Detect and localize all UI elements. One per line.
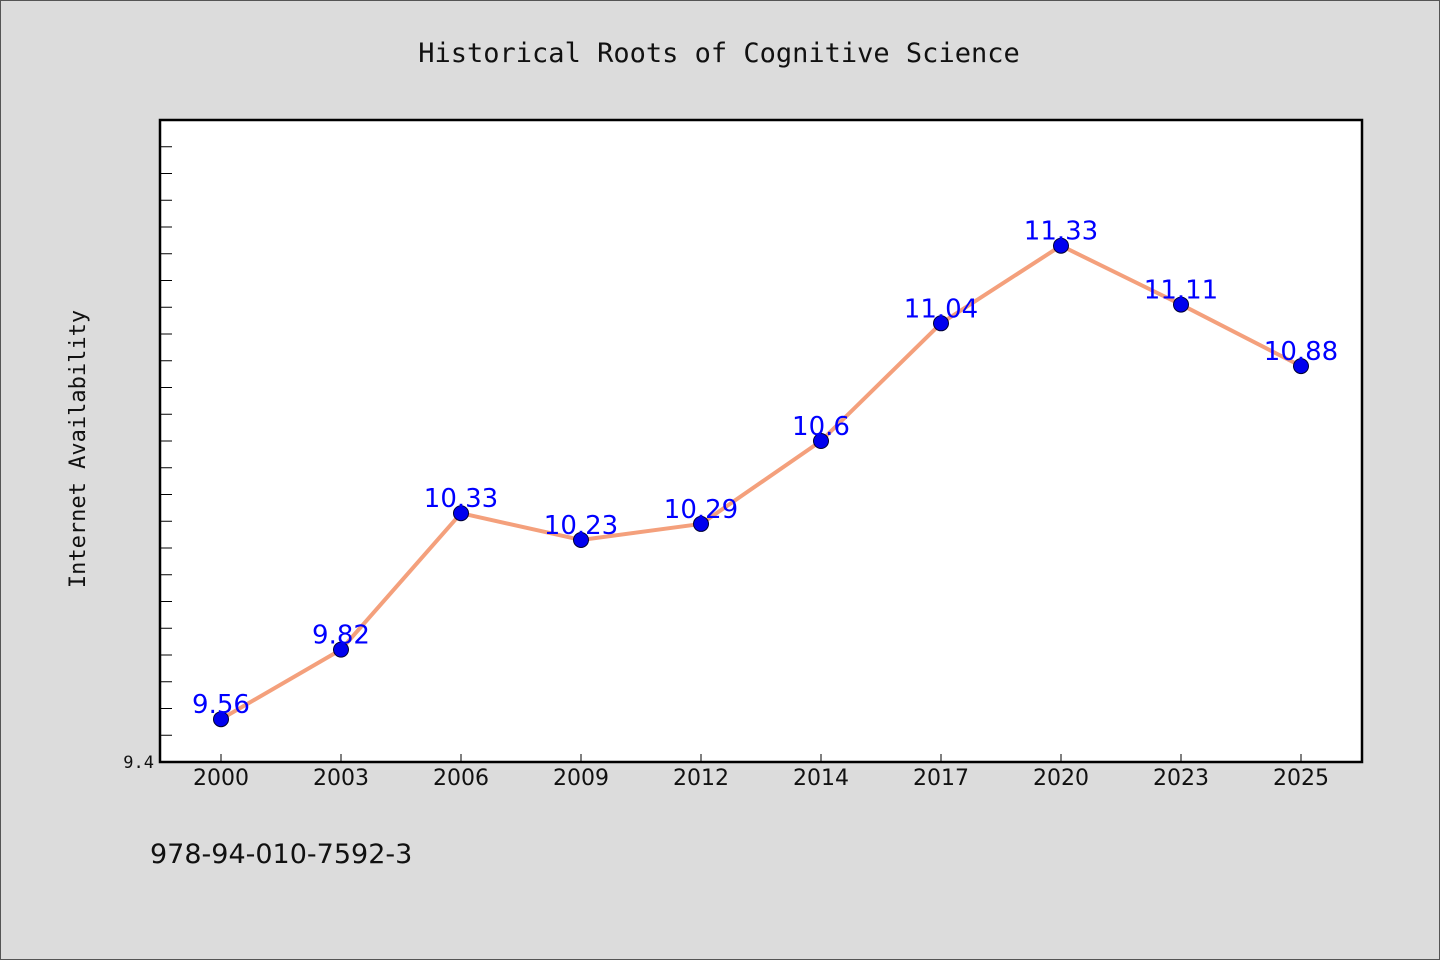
data-label: 11.33 <box>1024 217 1098 247</box>
data-point-marker <box>213 711 229 728</box>
x-tick-label: 2003 <box>313 766 369 791</box>
data-label: 10.29 <box>664 495 738 525</box>
data-label: 10.6 <box>792 412 850 442</box>
x-tick-label: 2023 <box>1153 766 1209 791</box>
data-label: 11.11 <box>1144 276 1218 306</box>
x-axis-ticks <box>220 754 1302 762</box>
data-label: 10.23 <box>544 511 618 541</box>
data-point-marker <box>1293 358 1309 375</box>
x-tick-label: 2025 <box>1273 766 1329 791</box>
data-labels: 9.56 9.82 10.33 10.23 10.29 10.6 11.04 11.33 11.… <box>192 217 1338 720</box>
series-markers <box>213 237 1309 728</box>
data-point-marker <box>813 433 829 449</box>
x-tick-label: 2000 <box>193 766 249 791</box>
data-label: 9.82 <box>312 621 370 651</box>
series-lines <box>219 243 1303 722</box>
x-tick-label: 2006 <box>433 766 489 791</box>
y-tick-label: 9.4 <box>123 753 154 773</box>
data-label: 11.04 <box>904 294 978 324</box>
x-tick-label: 2014 <box>793 766 849 791</box>
plot-area <box>158 118 1364 764</box>
x-tick-label: 2012 <box>673 766 729 791</box>
y-axis-ticks <box>160 146 172 763</box>
y-axis-label: Internet Availability <box>66 310 91 588</box>
footer-isbn: 978-94-010-7592-3 <box>150 839 412 870</box>
data-label: 9.56 <box>192 690 250 720</box>
x-axis-tick-labels: 2000 2003 2006 2009 2012 2014 2017 2020 2023 2025 <box>193 766 1329 791</box>
data-point-marker <box>1053 237 1069 254</box>
series-line <box>219 243 1303 722</box>
data-point-marker <box>453 505 469 522</box>
data-point-marker <box>333 641 349 658</box>
x-tick-label: 2017 <box>913 766 969 791</box>
data-point-marker <box>933 315 949 332</box>
data-label: 10.33 <box>424 484 498 514</box>
data-point-marker <box>1173 296 1189 313</box>
data-label: 10.88 <box>1264 337 1338 367</box>
y-axis-tick-labels: 9.4 <box>123 753 154 773</box>
chart-title: Historical Roots of Cognitive Science <box>418 38 1019 69</box>
x-tick-label: 2020 <box>1033 766 1089 791</box>
data-point-marker <box>573 531 589 548</box>
data-point-marker <box>693 515 709 532</box>
x-tick-label: 2009 <box>553 766 609 791</box>
